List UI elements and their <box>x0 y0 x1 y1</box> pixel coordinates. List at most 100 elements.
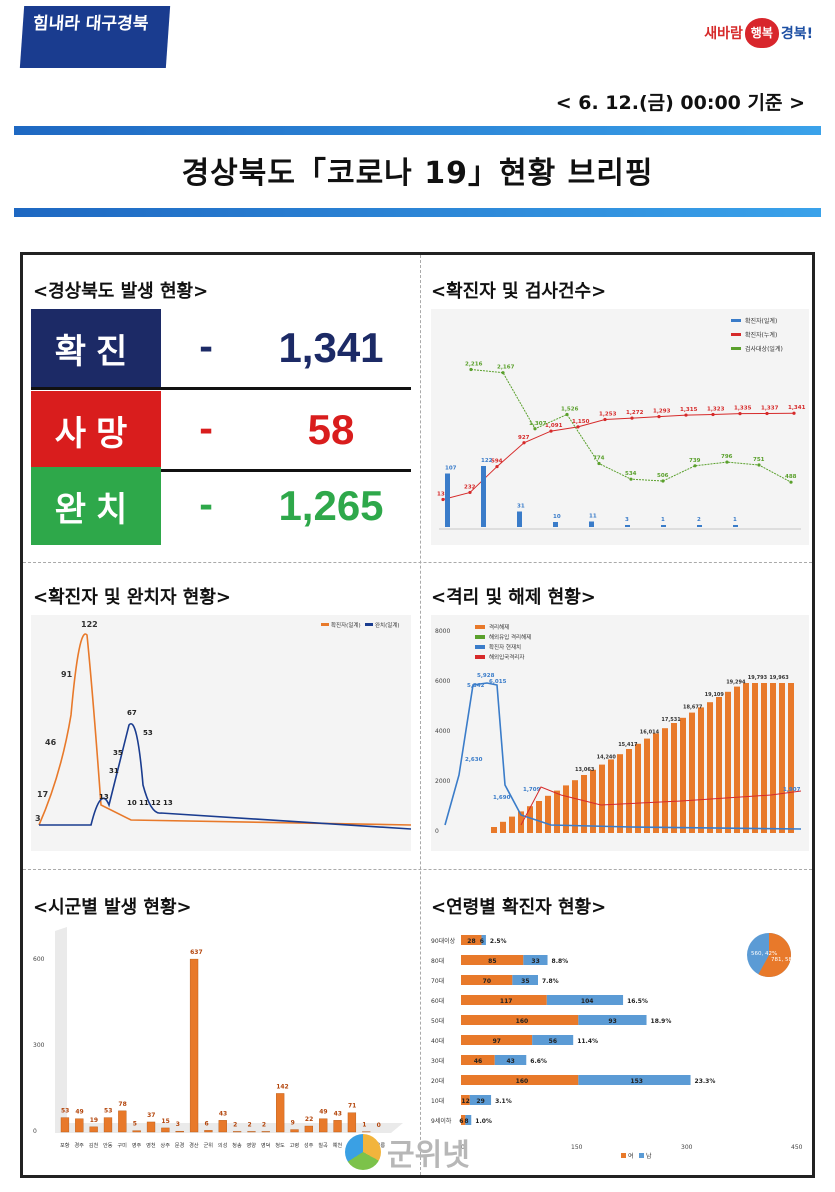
stat-label: 사망 <box>31 391 161 469</box>
region-name: 김천 <box>89 1142 99 1149</box>
region-value: 0 <box>377 1122 381 1129</box>
cumulative-label: 133 <box>437 492 449 498</box>
male-bar <box>546 995 624 1005</box>
age-label: 9세이하 <box>431 1117 452 1125</box>
region-value: 19 <box>90 1117 98 1124</box>
legend-label: 확진자(일계) <box>745 317 777 325</box>
cumulative-label: 1,337 <box>761 406 779 412</box>
daily-bar <box>733 525 738 527</box>
region-bar <box>118 1110 127 1133</box>
region-name: 청도 <box>275 1142 285 1149</box>
region-bar <box>247 1131 256 1133</box>
female-value: 97 <box>493 1038 501 1045</box>
ages-chart: 90대이상 28 6 2.5% 80대 85 33 8.8% 70대 70 35 7.8% 60대 117… <box>431 927 809 1163</box>
region-value: 6 <box>204 1120 208 1127</box>
region-name: 고령 <box>290 1141 300 1149</box>
region-name: 영양 <box>247 1141 257 1149</box>
x-tick: 0 <box>461 1144 465 1151</box>
region-name: 칠곡 <box>318 1141 328 1149</box>
region-value: 142 <box>276 1083 289 1090</box>
y-tick: 2000 <box>435 778 450 785</box>
release-bar <box>752 683 758 833</box>
gyeongbuk-slogan-logo: 새바람 행복 경북! <box>704 18 813 48</box>
recover-label: 13 <box>99 793 109 801</box>
heart-icon: 행복 <box>744 18 779 48</box>
age-label: 30대 <box>431 1057 444 1065</box>
region-name: 경주 <box>74 1142 84 1149</box>
legend-label: 확진자(누계) <box>745 331 777 339</box>
pct-value: 16.5% <box>627 998 648 1005</box>
tests-label: 739 <box>689 458 701 464</box>
female-bar <box>461 1115 466 1125</box>
region-bar <box>204 1130 213 1133</box>
release-label: 19,294 <box>726 680 746 686</box>
daily-label: 107 <box>445 466 457 472</box>
watermark-text: 군위넷 <box>387 1138 470 1173</box>
male-bar <box>494 1055 527 1065</box>
age-label: 90대이상 <box>431 937 456 945</box>
female-value: 85 <box>488 958 496 965</box>
recover-label: 11 <box>139 799 149 807</box>
region-value: 53 <box>61 1108 69 1115</box>
daily-bar <box>589 521 594 527</box>
cumulative-label: 1,293 <box>653 409 671 415</box>
female-value: 160 <box>516 1018 529 1025</box>
pie-female-label: 781, 58% <box>771 957 797 963</box>
tests-label: 751 <box>753 457 765 463</box>
female-value: 12 <box>461 1098 469 1105</box>
release-label: 17,531 <box>661 717 681 723</box>
legend-label: 확진자(일계) <box>331 621 361 629</box>
female-value: 117 <box>500 998 513 1005</box>
region-name: 성주 <box>304 1141 314 1149</box>
region-name: 안동 <box>103 1142 113 1149</box>
tests-point <box>469 367 473 372</box>
age-label: 40대 <box>431 1037 444 1045</box>
release-label: 19,963 <box>769 675 789 681</box>
recover-line <box>39 722 412 830</box>
stat-value: 1,265 <box>278 482 384 529</box>
age-label: 50대 <box>431 1017 444 1025</box>
pie-male-label: 560, 42% <box>751 951 777 957</box>
female-bar <box>461 955 524 965</box>
female-value: 28 <box>467 938 475 945</box>
male-bar <box>578 1075 691 1085</box>
region-bar <box>319 1118 328 1133</box>
release-label: 14,240 <box>597 755 617 761</box>
regions-chart: 600 300 0 53 포항 49 경주 19 김천 53 안동 78 구미 5 영주 37 영천 15 상주 3 문… <box>31 927 411 1163</box>
daily-bar <box>481 466 486 527</box>
overseas-line <box>520 786 802 826</box>
x-tick: 150 <box>571 1144 583 1151</box>
female-bar <box>461 995 547 1005</box>
tests-label: 488 <box>785 474 797 480</box>
male-bar <box>512 975 538 985</box>
y-tick: 0 <box>33 1128 37 1135</box>
current-label: 5,928 <box>477 673 495 679</box>
watermark-logo-icon <box>345 1134 381 1170</box>
pct-value: 6.6% <box>530 1058 547 1065</box>
male-bar <box>532 1035 574 1045</box>
release-bar <box>581 775 587 833</box>
daily-bar <box>625 525 630 527</box>
legend-label: 검사대상(일계) <box>745 345 783 353</box>
cumulative-line <box>442 412 795 500</box>
isolation-chart: 격리해제 해외유입 격리해제 확진자 현재치 해외입국격리자 8000 6000 4000 2… <box>431 615 809 851</box>
release-bar <box>554 790 560 833</box>
recover-label: 67 <box>127 709 137 717</box>
release-bar <box>518 811 524 833</box>
tests-label: 534 <box>625 471 637 477</box>
legend-label: 해외입국격리자 <box>489 653 524 661</box>
bottom-divider <box>14 208 821 217</box>
slogan-post: 경북! <box>780 26 813 42</box>
current-label: 1,907 <box>783 787 801 793</box>
region-value: 49 <box>75 1109 83 1116</box>
pct-value: 3.1% <box>495 1098 512 1105</box>
age-label: 20대 <box>431 1077 444 1085</box>
release-bar <box>527 806 533 833</box>
legend-label: 여 <box>628 1152 634 1160</box>
region-name: 의성 <box>218 1141 228 1149</box>
y-tick: 8000 <box>435 628 450 635</box>
male-value: 43 <box>507 1058 515 1065</box>
region-bar <box>276 1093 285 1133</box>
region-bar <box>89 1126 98 1133</box>
